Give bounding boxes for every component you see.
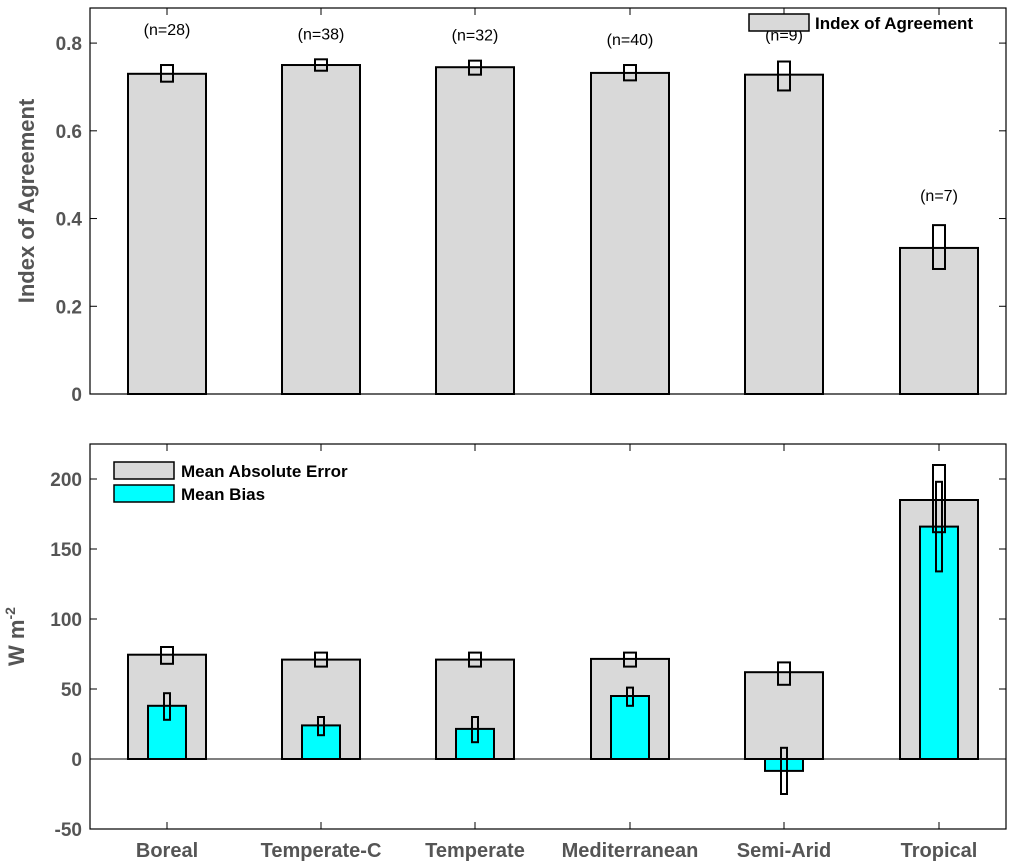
legend-swatch [748,13,810,32]
bar-primary [590,71,670,395]
error-box [777,661,791,686]
y-axis-label: W m-2 [2,607,29,666]
panel-energy-flux-error: -50 0 50 100 150 200 Boreal Temperate-C Temperat… [2,443,1007,862]
bar-secondary [455,727,495,761]
x-tick-label: Temperate [425,840,525,862]
sample-size-label: (n=7) [920,188,958,205]
y-tick-label: 0 [71,750,82,771]
y-tick-label: -50 [55,820,82,841]
x-tick-label: Temperate-C [261,840,382,862]
error-box [317,716,325,737]
x-tick-label: Semi-Arid [737,840,831,862]
x-tick-label: Tropical [901,840,978,862]
axes-frame [89,443,1007,830]
legend: Index of Agreement [748,13,973,33]
y-tick-label: 0 [71,385,82,406]
y-tick-label: 0.4 [56,210,83,231]
error-box [935,480,943,573]
legend-swatch [113,484,175,503]
y-tick-label: 100 [50,610,82,631]
error-box [932,464,946,534]
error-box [626,686,634,707]
bar-primary [744,671,824,761]
sample-size-label: (n=9) [765,28,803,45]
error-box [623,64,637,82]
error-box [777,60,791,92]
legend: Mean Absolute Error Mean Bias [113,461,348,504]
bar-secondary [301,724,341,761]
error-box [160,646,174,665]
bar-secondary [919,525,959,760]
sample-size-label: (n=28) [144,22,191,39]
sample-size-label: (n=40) [607,32,654,49]
sample-size-label: (n=32) [452,28,499,45]
bar-primary [127,72,207,396]
y-tick-label: 0.6 [56,122,82,143]
y-tick-label: 150 [50,540,82,561]
sample-size-label: (n=38) [298,26,345,43]
y-axis-label-superscript: -2 [2,607,18,620]
bar-primary [744,73,824,395]
y-tick-label: 0.8 [56,34,82,55]
y-tick-label: 0.2 [56,297,82,318]
error-box [932,224,946,270]
error-box [160,64,174,83]
error-box [780,746,788,795]
legend-label: Mean Absolute Error [181,462,348,481]
legend-label: Index of Agreement [815,14,973,33]
error-box [471,716,479,744]
panel-index-of-agreement: 0 0.2 0.4 0.6 0.8 (n=28) (n=38) (n=32) (n=40) (n=… [14,7,1007,406]
y-tick-label: 50 [61,680,82,701]
y-axis-label-main: W m [4,620,29,666]
error-box [468,651,482,668]
error-box [314,58,328,72]
bar-primary [435,66,515,395]
error-box [623,651,637,668]
legend-label: Mean Bias [181,485,265,504]
legend-swatch [113,461,175,480]
error-box [314,651,328,668]
error-box [468,59,482,76]
x-tick-label: Mediterranean [562,840,699,862]
bar-secondary [764,758,804,772]
y-tick-label: 200 [50,470,82,491]
y-axis-label: Index of Agreement [14,98,39,303]
error-box [163,692,171,721]
bar-primary [281,64,361,395]
x-tick-label: Boreal [136,840,198,862]
bar-secondary [147,704,187,760]
axes-frame [89,7,1007,395]
